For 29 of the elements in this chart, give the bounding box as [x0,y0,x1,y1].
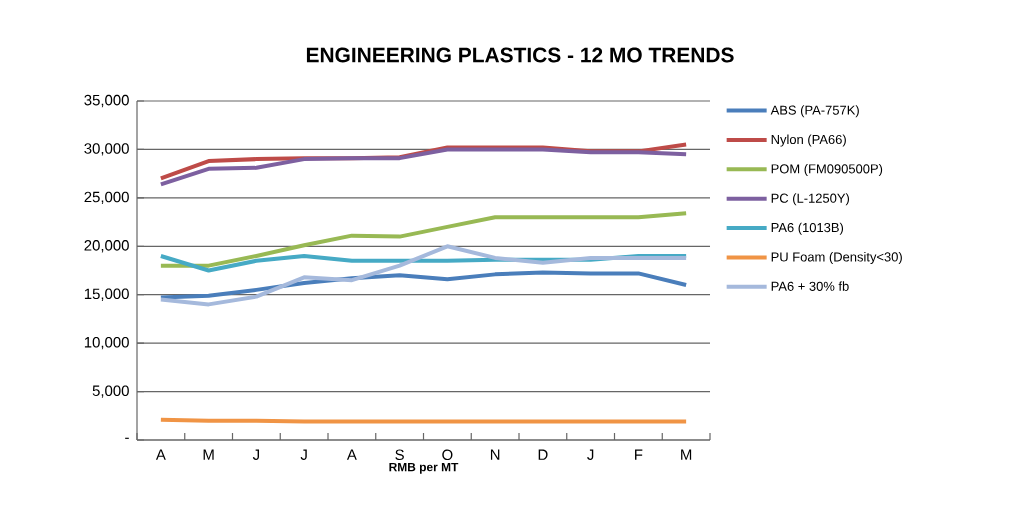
y-tick-label: 20,000 [84,240,129,253]
x-tick-label: N [490,449,500,460]
x-tick-label: J [587,449,594,460]
x-tick-label: A [346,449,357,460]
y-tick-label: 10,000 [84,336,129,350]
legend-label: ABS (PA-757K) [770,105,859,118]
x-tick-label: F [635,449,643,460]
x-tick-label: M [681,449,692,460]
legend-label: PA6 + 30% fb [771,281,849,291]
legend-label: Nylon (PA66) [771,134,846,147]
x-tick-label: D [538,449,548,460]
x-tick-label: S [395,449,404,461]
x-tick-label: J [300,449,307,460]
legend-label: PA6 (1013B) [771,222,844,235]
x-axis-title: RMB per MT [389,462,459,474]
y-tick-label: 5,000 [92,385,129,398]
y-tick-label: - [125,437,129,439]
y-tick-label: 25,000 [84,191,129,205]
x-tick-label: J [252,449,259,460]
legend-label: POM (FM090500P) [771,163,883,176]
y-tick-label: 35,000 [84,94,129,108]
y-tick-label: 30,000 [84,143,129,156]
y-tick-label: 15,000 [84,288,129,301]
chart-title: ENGINEERING PLASTICS - 12 MO TRENDS [306,47,734,63]
legend-label: PU Foam (Density<30) [771,252,902,265]
x-tick-label: A [155,449,166,460]
x-tick-label: O [442,449,453,461]
x-tick-label: M [203,449,214,460]
legend-label: PC (L-1250Y) [771,193,850,206]
